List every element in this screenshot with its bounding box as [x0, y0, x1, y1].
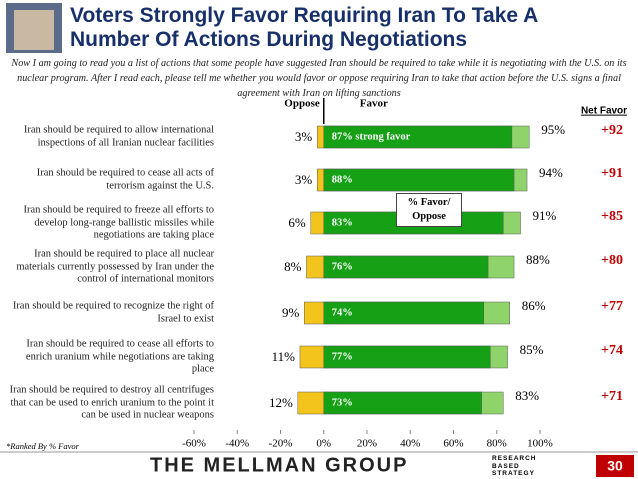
x-tick-label: -20% [269, 438, 293, 450]
footnote: *Ranked By % Favor [6, 441, 80, 451]
category-label: Iran should be required to cease all eff… [25, 338, 214, 375]
oppose-bar [297, 391, 324, 415]
category-label: Iran should be required to place all nuc… [16, 248, 214, 285]
x-tick-label: -40% [225, 438, 249, 450]
net-favor-title: Net Favor [581, 106, 627, 117]
page-number: 30 [607, 458, 623, 474]
net-favor-value: +74 [601, 343, 623, 358]
legend-oppose: Oppose [284, 98, 320, 110]
oppose-label: 3% [295, 172, 313, 187]
category-label: Iran should be required to recognize the… [12, 300, 214, 325]
oppose-label: 12% [269, 395, 293, 410]
strong-favor-bar [323, 301, 485, 325]
oppose-bar [310, 211, 324, 235]
strong-favor-bar [323, 168, 515, 192]
oppose-label: 6% [288, 215, 306, 230]
favor-label: 85% [520, 342, 544, 357]
page-box [596, 455, 634, 477]
x-tick-label: 80% [487, 438, 507, 450]
oppose-bar [317, 125, 325, 149]
favor-label: 94% [539, 165, 563, 180]
strong-favor-bar [323, 125, 513, 149]
category-label: Iran should be required to destroy all c… [9, 384, 214, 421]
favor-label: 86% [522, 298, 546, 313]
favor-label: 95% [541, 122, 565, 137]
net-favor-value: +77 [601, 299, 623, 314]
category-label: Iran should be required to freeze all ef… [23, 204, 214, 241]
favor-label: 91% [533, 208, 557, 223]
strong-favor-bar [323, 255, 489, 279]
strong-favor-label: 76% [332, 261, 353, 272]
x-tick-label: 20% [357, 438, 377, 450]
oppose-label: 11% [272, 349, 296, 364]
x-tick-label: -60% [182, 438, 206, 450]
oppose-bar [299, 345, 324, 369]
annotation: % Favor/ Oppose [396, 193, 462, 227]
net-favor-value: +80 [601, 253, 623, 268]
strong-favor-label: 88% [332, 174, 353, 185]
strong-favor-label: 74% [332, 307, 353, 318]
photo-figure [14, 10, 54, 50]
strong-favor-bar [323, 391, 482, 415]
net-favor-value: +92 [601, 123, 623, 138]
subtitle: Now I am going to read you a list of act… [11, 58, 627, 99]
x-tick-label: 100% [527, 438, 553, 450]
strong-favor-label: 87% strong favor [332, 131, 411, 142]
favor-label: 83% [515, 388, 539, 403]
x-tick-label: 40% [400, 438, 420, 450]
oppose-bar [304, 301, 325, 325]
strong-favor-bar [323, 345, 491, 369]
x-tick-label: 60% [443, 438, 463, 450]
category-label: Iran should be required to allow interna… [23, 124, 214, 149]
oppose-bar [317, 168, 325, 192]
legend-favor: Favor [360, 98, 388, 110]
oppose-bar [306, 255, 325, 279]
oppose-label: 3% [295, 129, 313, 144]
net-favor-value: +71 [601, 389, 623, 404]
oppose-label: 9% [282, 305, 300, 320]
net-favor-value: +85 [601, 209, 623, 224]
strong-favor-label: 83% [332, 217, 353, 228]
category-label: Iran should be required to cease all act… [36, 167, 214, 192]
oppose-label: 8% [284, 259, 302, 274]
tagline: RESEARCH BASED STRATEGY [492, 455, 537, 477]
x-tick-label: 0% [316, 438, 331, 450]
brand: THE MELLMAN GROUP [150, 454, 408, 476]
net-favor-value: +91 [601, 166, 623, 181]
strong-favor-label: 77% [332, 351, 353, 362]
favor-label: 88% [526, 252, 550, 267]
title: Voters Strongly Favor Requiring Iran To … [70, 4, 538, 51]
strong-favor-label: 73% [332, 397, 353, 408]
